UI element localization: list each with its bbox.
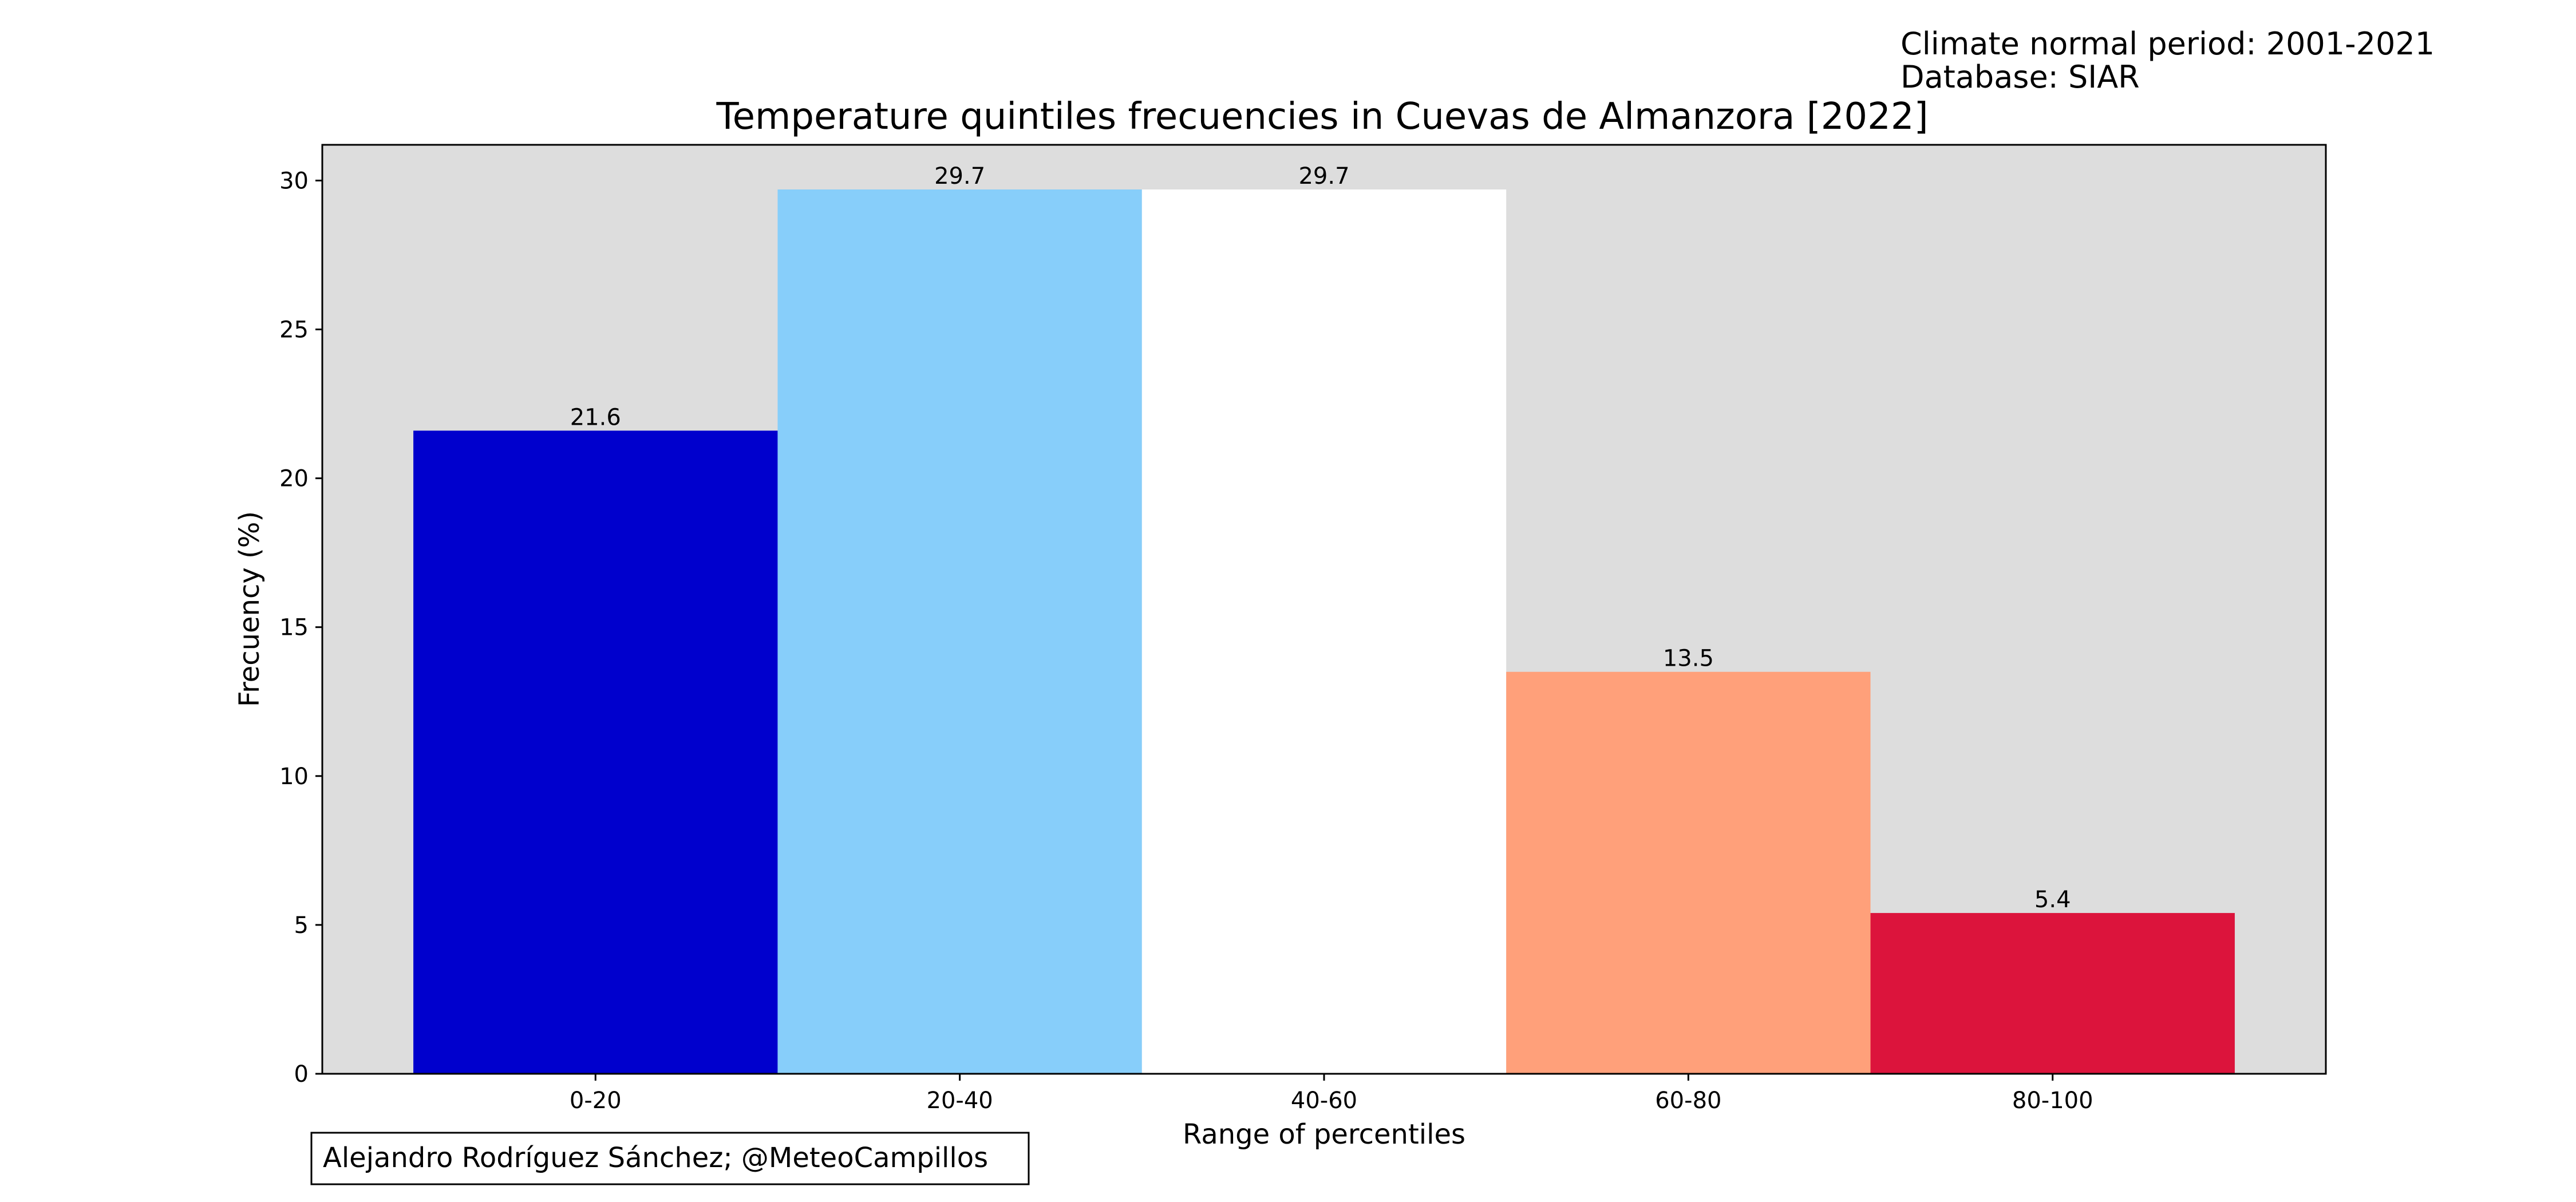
bar-value-label: 5.4 xyxy=(2034,887,2071,913)
plot-frame xyxy=(321,144,2327,1075)
bar-value-label: 21.6 xyxy=(570,404,621,430)
bar-0-20 xyxy=(413,430,778,1074)
y-tick-label: 5 xyxy=(294,912,309,939)
y-axis: 0 5 10 15 20 25 30 xyxy=(279,168,322,1088)
data-labels: 21.6 29.7 29.7 13.5 5.4 xyxy=(570,163,2071,913)
database-text: Database: SIAR xyxy=(1901,59,2140,95)
bars xyxy=(413,189,2235,1074)
x-tick-label: 60-80 xyxy=(1655,1088,1721,1114)
y-tick-label: 20 xyxy=(279,466,309,492)
bar-value-label: 13.5 xyxy=(1663,646,1714,672)
bar-80-100 xyxy=(1870,913,2235,1074)
credit-text: Alejandro Rodríguez Sánchez; @MeteoCampi… xyxy=(323,1142,988,1174)
credit-box xyxy=(310,1132,1030,1185)
chart-title: Temperature quintiles frecuencies in Cue… xyxy=(716,96,1928,138)
climate-period-text: Climate normal period: 2001-2021 xyxy=(1901,26,2435,62)
x-axis-title: Range of percentiles xyxy=(1183,1118,1465,1150)
bar-value-label: 29.7 xyxy=(1298,163,1349,189)
x-tick-label: 40-60 xyxy=(1291,1088,1357,1114)
y-axis-title: Frecuency (%) xyxy=(234,511,266,707)
bar-20-40 xyxy=(777,189,1142,1074)
x-tick-label: 20-40 xyxy=(927,1088,993,1114)
y-tick-label: 30 xyxy=(279,168,309,194)
y-tick-label: 0 xyxy=(294,1061,309,1088)
bar-60-80 xyxy=(1506,671,1871,1074)
y-tick-label: 25 xyxy=(279,317,309,343)
bar-40-60 xyxy=(1141,189,1507,1074)
bar-value-label: 29.7 xyxy=(934,163,985,189)
x-axis: 0-20 20-40 40-60 60-80 80-100 xyxy=(570,1074,2093,1114)
x-tick-label: 80-100 xyxy=(2012,1088,2093,1114)
y-tick-label: 15 xyxy=(279,615,309,641)
x-tick-label: 0-20 xyxy=(570,1088,622,1114)
y-tick-label: 10 xyxy=(279,764,309,790)
